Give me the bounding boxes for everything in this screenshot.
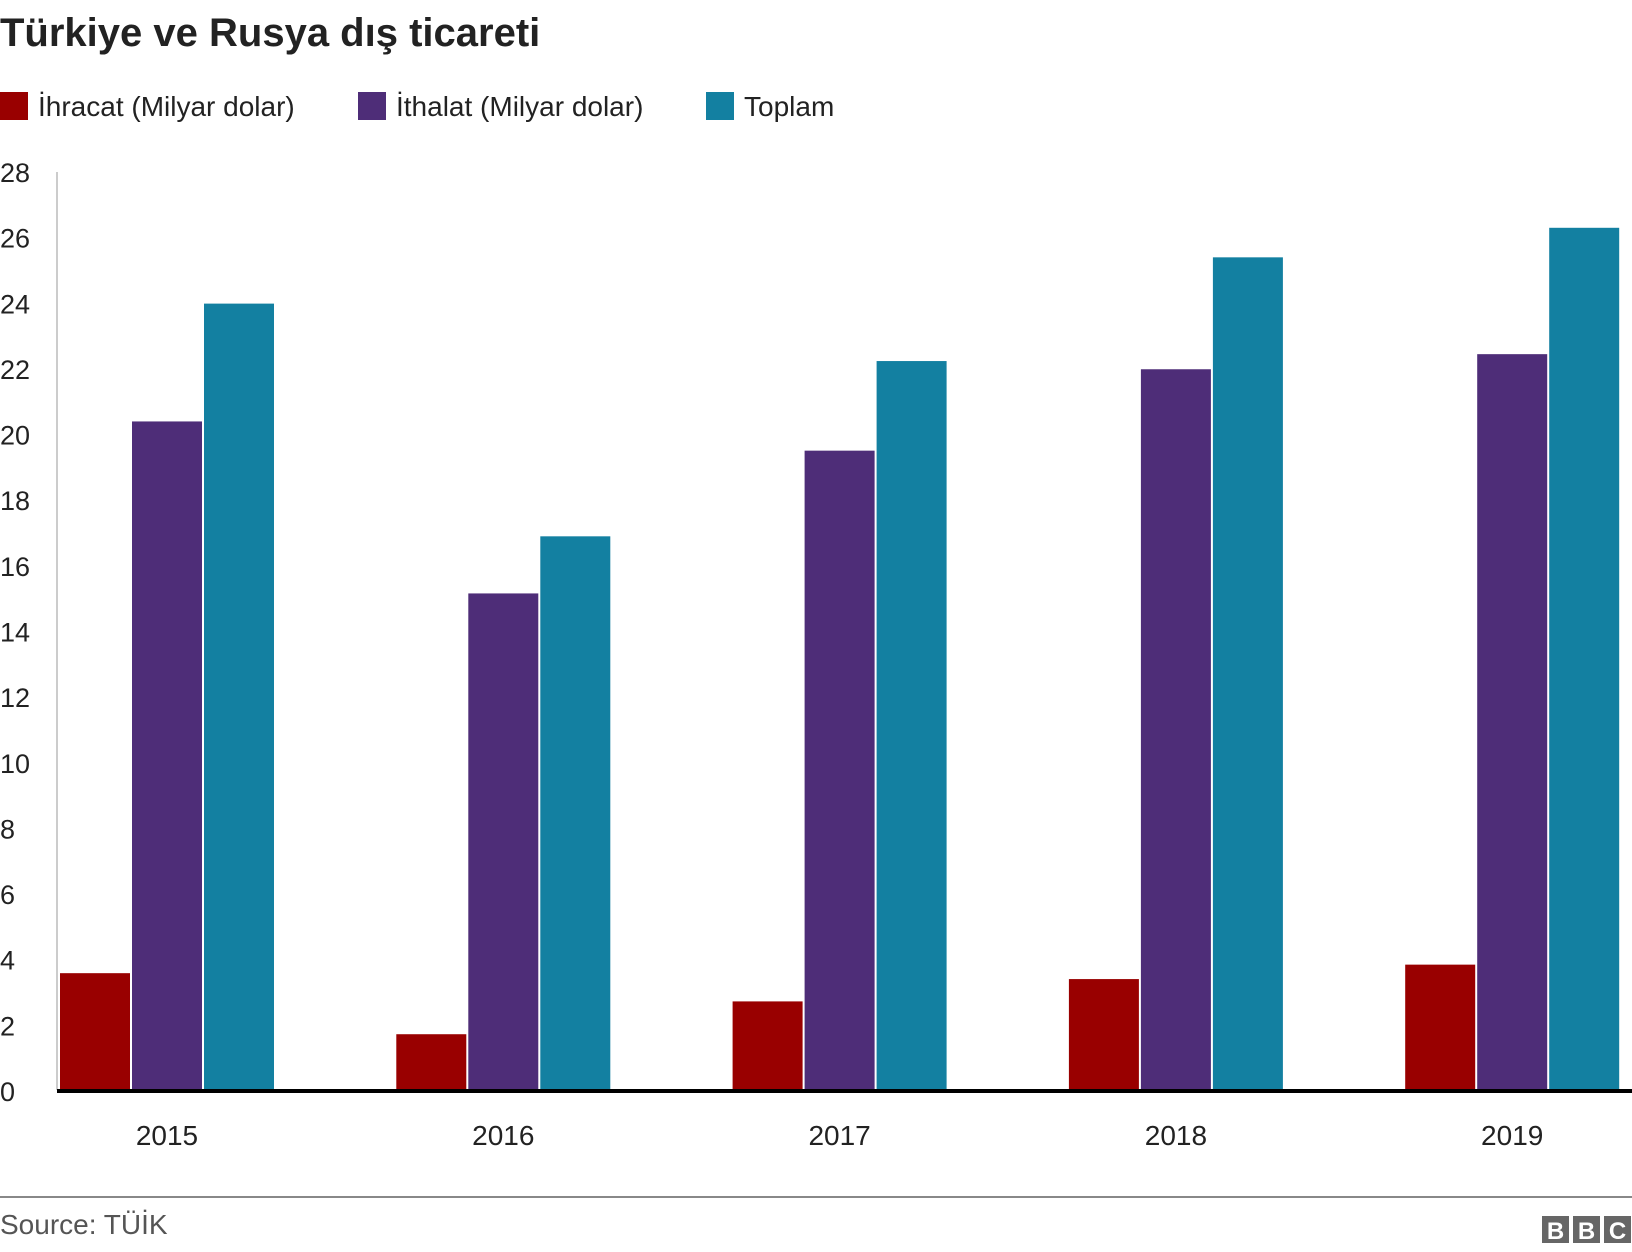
bar (1549, 227, 1620, 1091)
legend: İhracat (Milyar dolar) İthalat (Milyar do… (0, 91, 834, 122)
bar (732, 1001, 803, 1091)
bbc-logo: B B C (1542, 1216, 1631, 1245)
bar (1140, 369, 1211, 1091)
svg-text:B: B (1578, 1218, 1595, 1245)
x-tick-label: 2015 (136, 1120, 198, 1151)
legend-item: Toplam (706, 91, 834, 122)
x-tick-label: 2019 (1481, 1120, 1543, 1151)
y-tick-label: 6 (0, 880, 15, 910)
y-tick-label: 4 (0, 946, 15, 976)
y-tick-label: 18 (0, 486, 30, 516)
y-tick-label: 2 (0, 1011, 15, 1041)
legend-label: İhracat (Milyar dolar) (38, 91, 295, 122)
bars (60, 227, 1620, 1092)
y-tick-label: 12 (0, 683, 30, 713)
y-tick-label: 8 (0, 814, 15, 844)
bar (1477, 354, 1548, 1091)
svg-text:B: B (1547, 1218, 1564, 1245)
legend-swatch (706, 92, 734, 120)
y-tick-label: 28 (0, 158, 30, 188)
y-tick-label: 26 (0, 224, 30, 254)
y-tick-label: 22 (0, 355, 30, 385)
y-tick-label: 14 (0, 618, 30, 648)
bar (1212, 257, 1283, 1092)
chart-title: Türkiye ve Rusya dış ticareti (0, 11, 540, 55)
x-tick-label: 2016 (472, 1120, 534, 1151)
x-tick-label: 2017 (808, 1120, 870, 1151)
bar (60, 973, 130, 1091)
x-tick-label: 2018 (1145, 1120, 1207, 1151)
source-note: Source: TÜİK (0, 1209, 168, 1240)
bar (396, 1034, 467, 1091)
y-tick-label: 16 (0, 552, 30, 582)
bar (1068, 979, 1139, 1091)
y-tick-label: 10 (0, 749, 30, 779)
bar (132, 421, 202, 1091)
bar (540, 536, 611, 1091)
bar (468, 593, 539, 1091)
x-axis: 2015 2016 2017 2018 2019 (136, 1120, 1543, 1151)
legend-label: İthalat (Milyar dolar) (396, 91, 643, 122)
legend-swatch (0, 92, 28, 120)
legend-item: İthalat (Milyar dolar) (358, 91, 643, 122)
legend-swatch (358, 92, 386, 120)
legend-item: İhracat (Milyar dolar) (0, 91, 295, 122)
svg-text:C: C (1609, 1218, 1626, 1245)
y-tick-label: 0 (0, 1077, 15, 1107)
y-tick-label: 24 (0, 289, 30, 319)
legend-label: Toplam (744, 91, 834, 122)
bar (876, 361, 947, 1092)
y-tick-label: 20 (0, 421, 30, 451)
bar (804, 450, 875, 1091)
bar (1405, 964, 1476, 1091)
bar (204, 303, 274, 1092)
